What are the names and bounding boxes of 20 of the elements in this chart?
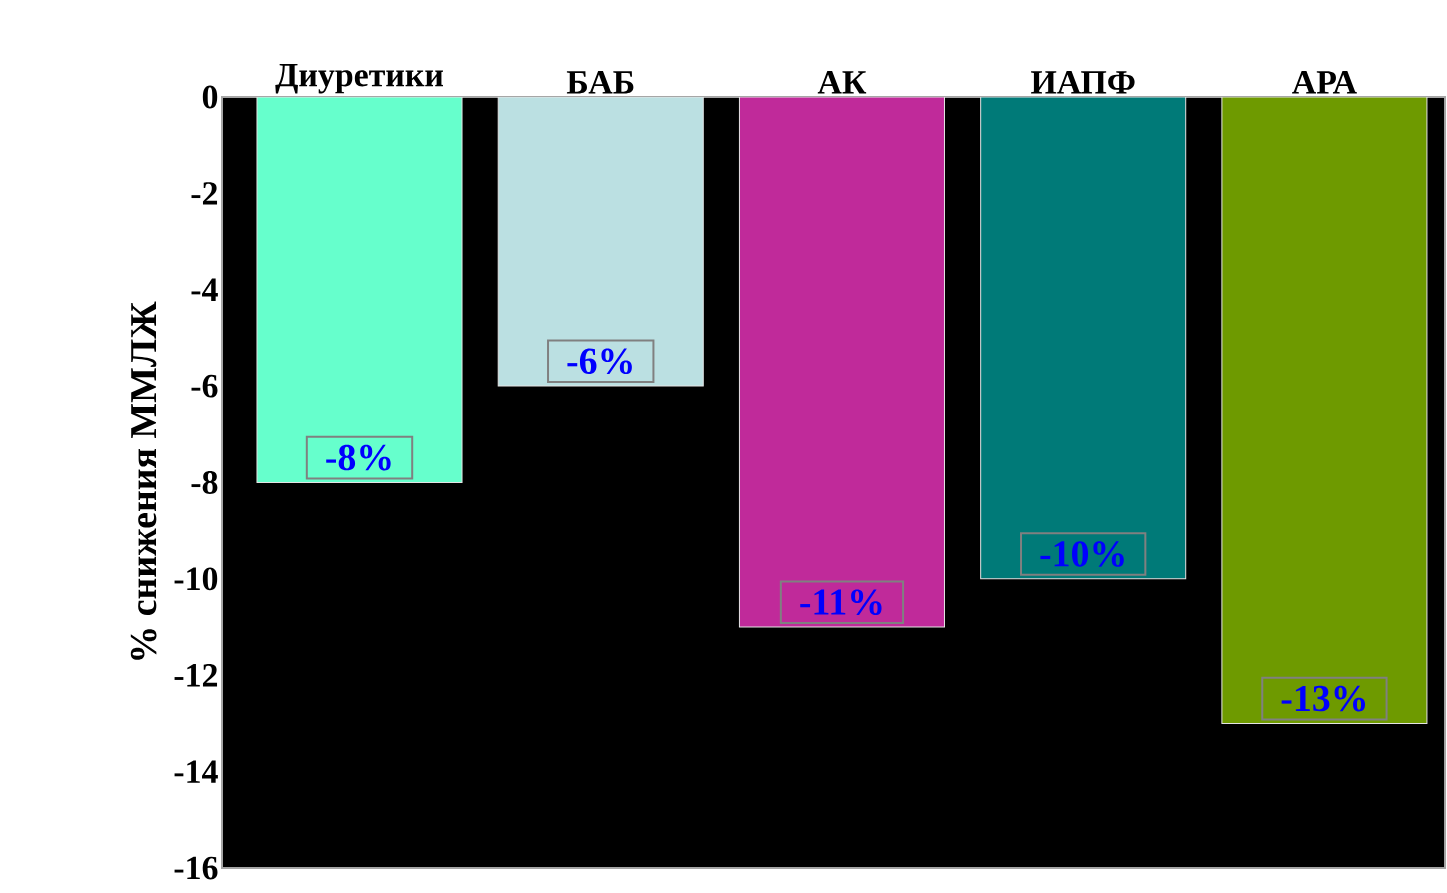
x-tick-label: БАБ: [566, 71, 634, 94]
x-tick-label: ИАПФ: [1031, 71, 1135, 94]
y-tick-label: -4: [191, 278, 218, 301]
data-label: -13%: [1281, 685, 1366, 712]
y-tick-label: -10: [174, 567, 218, 591]
y-tick-label: -6: [191, 374, 218, 398]
y-tick-label: -12: [174, 664, 218, 687]
data-label: -10%: [1040, 541, 1124, 567]
data-label: -8%: [326, 444, 391, 471]
x-tick-label: Диуретики: [275, 63, 443, 94]
y-tick-label: -8: [191, 471, 218, 494]
x-tick-label: АРА: [1292, 71, 1357, 94]
data-label: -6%: [567, 348, 632, 375]
y-tick-label: -2: [191, 182, 218, 205]
x-tick-label: АК: [817, 71, 867, 94]
y-tick-label: 0: [202, 85, 218, 109]
y-tick-label: -14: [174, 760, 218, 783]
y-axis-title: % снижения ММЛЖ: [130, 301, 157, 660]
y-tick-label: -16: [174, 856, 218, 880]
data-label: -11%: [800, 589, 882, 616]
